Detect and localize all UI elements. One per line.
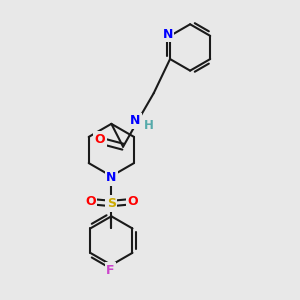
Text: N: N (106, 171, 116, 184)
Text: S: S (107, 197, 116, 210)
Text: N: N (163, 28, 173, 40)
Text: O: O (94, 133, 105, 146)
Text: O: O (127, 195, 138, 208)
Text: O: O (85, 195, 96, 208)
Text: N: N (130, 114, 140, 128)
Text: H: H (144, 119, 154, 132)
Text: F: F (106, 264, 115, 277)
